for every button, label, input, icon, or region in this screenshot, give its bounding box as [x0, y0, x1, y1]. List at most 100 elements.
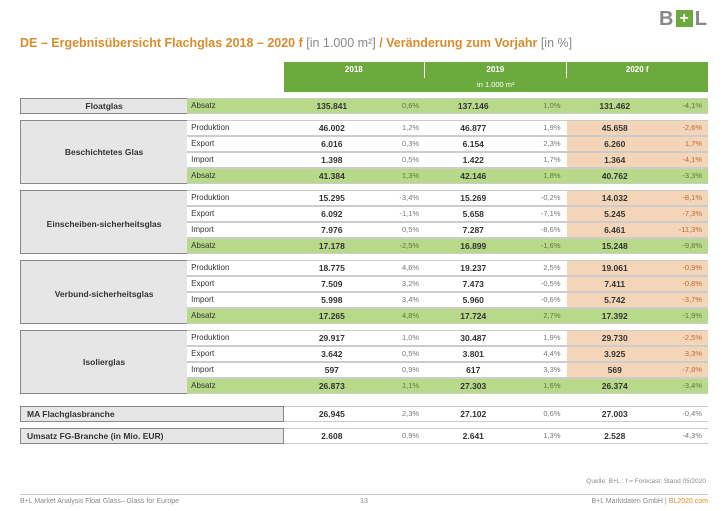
title-unit1: [in 1.000 m²] [306, 36, 379, 50]
cell: -3,3% [663, 168, 708, 184]
floatglas-absatz-2020-pct: -4,1% [663, 98, 708, 114]
cell: 4,6% [380, 260, 425, 276]
metric-export: Export [187, 276, 283, 292]
row-esg-produktion: Einscheiben-sicherheitsglas Produktion 1… [20, 190, 708, 206]
col-2018: 2018 [284, 62, 425, 78]
floatglas-absatz-2018-pct: 0,6% [380, 98, 425, 114]
cell: -4,3% [663, 428, 708, 444]
metric-import: Import [187, 152, 283, 168]
cell: 6.016 [284, 136, 380, 152]
cell: 17.724 [425, 308, 521, 324]
label-beschichtetes: Beschichtetes Glas [20, 120, 187, 184]
cell: -1,1% [380, 206, 425, 222]
floatglas-absatz-2019: 137.146 [425, 98, 521, 114]
cell: 3.925 [567, 346, 663, 362]
cell: 3,4% [380, 292, 425, 308]
metric-absatz: Absatz [187, 98, 283, 114]
cell: -2,5% [663, 330, 708, 346]
cell: 2.528 [567, 428, 663, 444]
cell: -0,2% [521, 190, 566, 206]
cell: -7,3% [663, 206, 708, 222]
floatglas-absatz-2019-pct: 1,0% [521, 98, 566, 114]
metric-export: Export [187, 206, 283, 222]
footer-link[interactable]: BL2020.com [669, 498, 708, 505]
cell: -0,6% [521, 292, 566, 308]
cell: 2,3% [521, 136, 566, 152]
cell: 46.002 [284, 120, 380, 136]
cell: 1,1% [380, 378, 425, 394]
cell: 18.775 [284, 260, 380, 276]
cell: 1.422 [425, 152, 521, 168]
cell: 3.801 [425, 346, 521, 362]
label-isolier: Isolierglas [20, 330, 187, 394]
logo: B+L [659, 8, 708, 31]
cell: 27.003 [567, 406, 663, 422]
metric-produktion: Produktion [187, 330, 283, 346]
cell: 7.509 [284, 276, 380, 292]
cell: 27.303 [425, 378, 521, 394]
row-ma: MA Flachglasbranche 26.9452,3% 27.1020,6… [20, 406, 708, 422]
cell: 2,5% [521, 260, 566, 276]
row-isolier-produktion: Isolierglas Produktion 29.9171,0% 30.487… [20, 330, 708, 346]
cell: 5.998 [284, 292, 380, 308]
cell: 3,3% [663, 346, 708, 362]
cell: 15.295 [284, 190, 380, 206]
metric-absatz: Absatz [187, 168, 283, 184]
cell: 3,3% [521, 362, 566, 378]
row-beschichtetes-produktion: Beschichtetes Glas Produktion 46.0021,2%… [20, 120, 708, 136]
cell: -1,6% [521, 238, 566, 254]
cell: 1,7% [663, 136, 708, 152]
cell: 2.608 [284, 428, 380, 444]
metric-produktion: Produktion [187, 120, 283, 136]
cell: 17.178 [284, 238, 380, 254]
cell: 0,3% [380, 136, 425, 152]
cell: 16.899 [425, 238, 521, 254]
cell: 1.364 [567, 152, 663, 168]
row-floatglas-absatz: Floatglas Absatz 135.841 0,6% 137.146 1,… [20, 98, 708, 114]
cell: 15.248 [567, 238, 663, 254]
cell: -3,4% [380, 190, 425, 206]
cell: -8,6% [521, 222, 566, 238]
title-part1: DE – Ergebnisübersicht Flachglas 2018 – … [20, 36, 306, 50]
cell: 1,0% [380, 330, 425, 346]
col-2019: 2019 [425, 62, 566, 78]
cell: 7.473 [425, 276, 521, 292]
cell: 1,8% [521, 168, 566, 184]
metric-import: Import [187, 292, 283, 308]
logo-b: B [659, 8, 674, 30]
cell: 46.877 [425, 120, 521, 136]
cell: -2,5% [380, 238, 425, 254]
cell: 4,8% [380, 308, 425, 324]
metric-produktion: Produktion [187, 190, 283, 206]
cell: -2,6% [663, 120, 708, 136]
cell: 7.976 [284, 222, 380, 238]
logo-plus: + [676, 10, 692, 27]
source-note: Quelle: B+L ; f = Forecast; Stand 05/202… [586, 478, 706, 485]
metric-export: Export [187, 136, 283, 152]
cell: -0,4% [663, 406, 708, 422]
cell: 40.762 [567, 168, 663, 184]
cell: 30.487 [425, 330, 521, 346]
metric-absatz: Absatz [187, 308, 283, 324]
cell: 5.658 [425, 206, 521, 222]
metric-import: Import [187, 222, 283, 238]
year-header-row: 2018 2019 2020 f [20, 62, 708, 78]
cell: -3,4% [663, 378, 708, 394]
cell: -0,5% [521, 276, 566, 292]
cell: 1,9% [521, 120, 566, 136]
main-table: 2018 2019 2020 f in 1.000 m² Floatglas A… [20, 62, 708, 444]
cell: 1,9% [521, 330, 566, 346]
cell: -3,7% [663, 292, 708, 308]
cell: 0,5% [380, 346, 425, 362]
logo-l: L [695, 8, 708, 30]
floatglas-absatz-2020: 131.462 [567, 98, 663, 114]
cell: 19.061 [567, 260, 663, 276]
cell: 7.287 [425, 222, 521, 238]
metric-import: Import [187, 362, 283, 378]
title-part2: / Veränderung zum Vorjahr [379, 36, 541, 50]
cell: 0,6% [521, 406, 566, 422]
label-vsg: Verbund-sicherheitsglas [20, 260, 187, 324]
footer-page: 13 [360, 498, 368, 505]
page-title: DE – Ergebnisübersicht Flachglas 2018 – … [20, 36, 572, 50]
cell: 3,2% [380, 276, 425, 292]
